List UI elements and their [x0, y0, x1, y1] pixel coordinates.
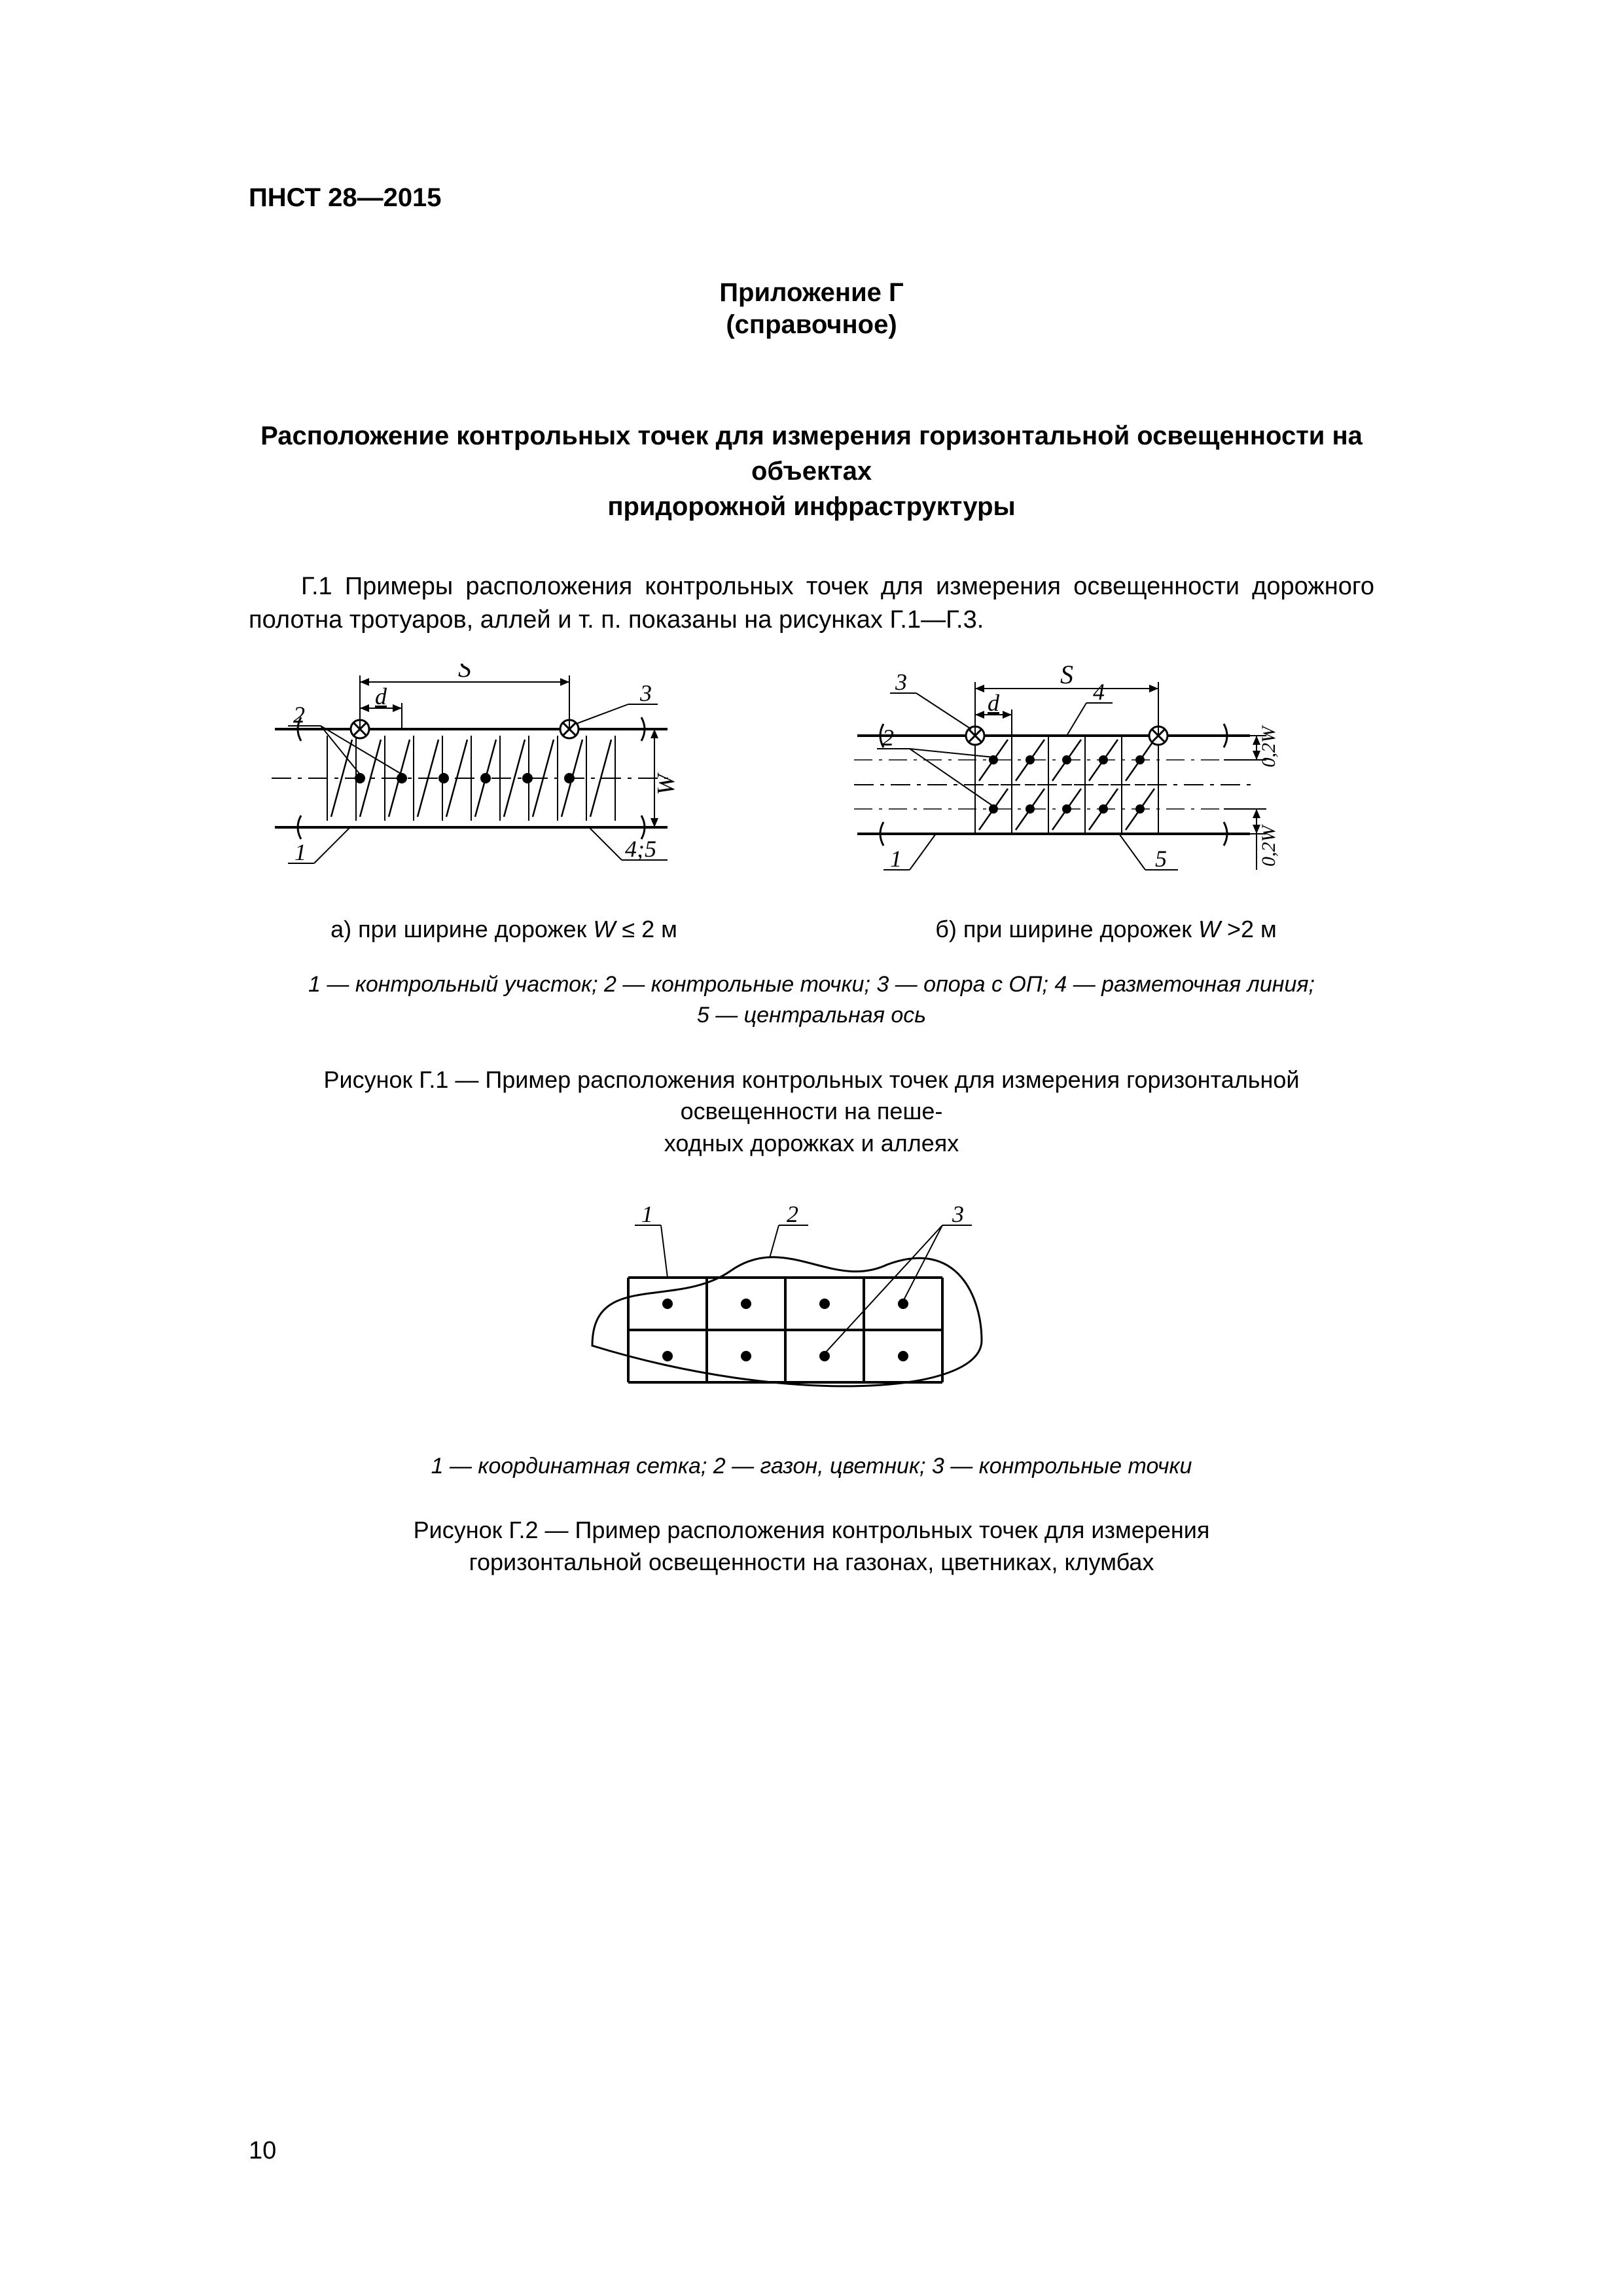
appendix-title: Приложение Г: [249, 278, 1374, 308]
svg-text:3: 3: [895, 669, 907, 695]
svg-text:2: 2: [787, 1201, 798, 1227]
paragraph-g1: Г.1 Примеры расположения контрольных точ…: [249, 570, 1374, 637]
doc-header: ПНСТ 28—2015: [249, 183, 1374, 213]
svg-text:3: 3: [639, 680, 652, 706]
svg-text:4;5: 4;5: [625, 836, 656, 862]
page: ПНСТ 28—2015 Приложение Г (справочное) Р…: [0, 0, 1623, 2296]
figure-g1a: Sd W 1 2 3 4;5 а) при ширине дорожек W ≤ 2 м: [249, 664, 759, 943]
figure-g1b: Sd 4 3 2 1 5 0,2W 0,2W б) при ширине дорожек W …: [838, 664, 1374, 943]
figure-g1-legend: 1 — контрольный участок; 2 — контрольные…: [249, 969, 1374, 1031]
figure-g1a-svg: Sd W 1 2 3 4;5: [249, 664, 759, 899]
svg-text:W: W: [652, 772, 680, 795]
svg-text:1: 1: [294, 839, 306, 865]
figure-g2-caption: Рисунок Г.2 — Пример расположения контро…: [249, 1515, 1374, 1578]
svg-text:0,2W: 0,2W: [1258, 823, 1279, 867]
figure-g2: 1 2 3: [249, 1199, 1374, 1425]
figure-g1a-caption: а) при ширине дорожек W ≤ 2 м: [249, 916, 759, 943]
figure-g2-svg: 1 2 3: [550, 1199, 1073, 1422]
svg-text:3: 3: [952, 1201, 964, 1227]
svg-text:d: d: [375, 683, 387, 709]
page-number: 10: [249, 2137, 276, 2165]
svg-text:S: S: [1060, 664, 1073, 689]
svg-text:S: S: [458, 664, 471, 683]
svg-text:d: d: [988, 690, 1000, 716]
figure-g2-legend: 1 — координатная сетка; 2 — газон, цветн…: [249, 1451, 1374, 1482]
section-title-line2: придорожной инфраструктуры: [607, 492, 1015, 521]
figure-g1b-svg: Sd 4 3 2 1 5 0,2W 0,2W: [838, 664, 1374, 899]
svg-text:2: 2: [882, 725, 894, 751]
figure-g1b-caption: б) при ширине дорожек W >2 м: [838, 916, 1374, 943]
svg-text:2: 2: [293, 702, 305, 728]
svg-text:1: 1: [890, 846, 902, 872]
figure-g1-caption: Рисунок Г.1 — Пример расположения контро…: [249, 1064, 1374, 1160]
svg-text:0,2W: 0,2W: [1258, 725, 1279, 768]
svg-text:1: 1: [641, 1201, 653, 1227]
figure-g1-row: SdW1234;5 а) при ширине дорожек W ≤ 2 м …: [249, 664, 1374, 943]
svg-text:5: 5: [1155, 846, 1167, 872]
section-title-line1: Расположение контрольных точек для измер…: [260, 422, 1363, 486]
appendix-subtitle: (справочное): [249, 310, 1374, 340]
section-title: Расположение контрольных точек для измер…: [249, 418, 1374, 524]
svg-text:4: 4: [1093, 679, 1105, 705]
